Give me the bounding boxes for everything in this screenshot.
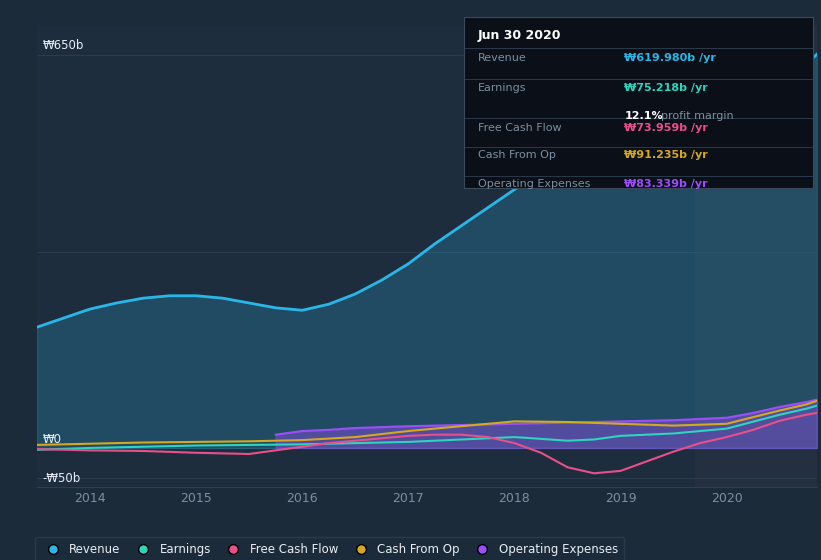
Text: ₩619.980b /yr: ₩619.980b /yr [624,53,716,63]
Text: Free Cash Flow: Free Cash Flow [478,123,562,133]
Text: Earnings: Earnings [478,83,526,94]
Text: ₩83.339b /yr: ₩83.339b /yr [624,179,708,189]
Text: ₩73.959b /yr: ₩73.959b /yr [624,123,709,133]
Text: ₩91.235b /yr: ₩91.235b /yr [624,150,709,160]
Text: profit margin: profit margin [661,111,734,121]
Text: ₩0: ₩0 [42,432,62,446]
Text: Cash From Op: Cash From Op [478,150,556,160]
Legend: Revenue, Earnings, Free Cash Flow, Cash From Op, Operating Expenses: Revenue, Earnings, Free Cash Flow, Cash … [35,537,624,560]
Text: Jun 30 2020: Jun 30 2020 [478,29,562,42]
Bar [695,25,817,487]
Text: -₩50b: -₩50b [42,473,80,486]
Text: Revenue: Revenue [478,53,526,63]
Text: Operating Expenses: Operating Expenses [478,179,590,189]
Text: ₩75.218b /yr: ₩75.218b /yr [624,83,709,94]
Text: ₩650b: ₩650b [42,39,84,53]
Text: 12.1%: 12.1% [624,111,663,121]
